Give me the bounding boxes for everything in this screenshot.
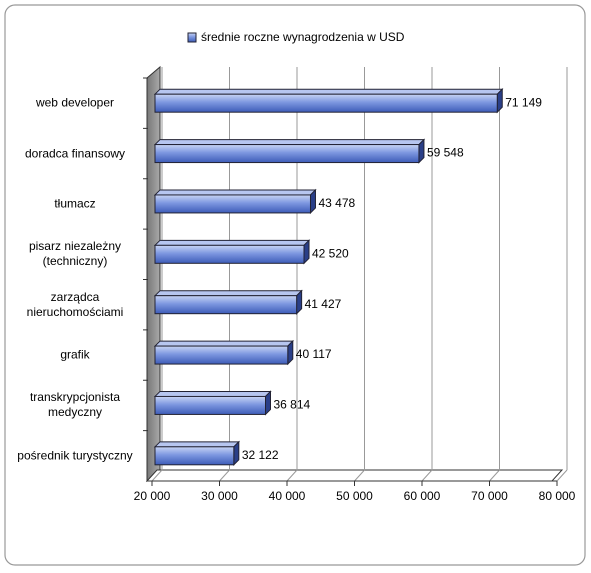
x-tick-label: 80 000: [539, 489, 576, 503]
y-tick-label: doradca finansowy: [24, 146, 126, 161]
value-label: 59 548: [427, 146, 464, 160]
bar-top: [153, 239, 311, 246]
bar: [154, 194, 311, 214]
y-tick-label: tłumacz: [54, 196, 96, 211]
grid-line: [421, 469, 433, 482]
grid-line: [286, 469, 298, 482]
x-tick-label: 40 000: [269, 489, 306, 503]
y-tick-label: transkrypcjonista medyczny: [29, 390, 121, 420]
value-label: 40 117: [296, 347, 332, 361]
x-tick-label: 20 000: [134, 489, 171, 503]
bar: [154, 295, 298, 315]
x-tick-label: 60 000: [404, 489, 441, 503]
value-label: 43 478: [318, 196, 355, 210]
legend-swatch: [187, 32, 197, 43]
bar-top: [153, 390, 272, 397]
y-tick-label: zarządca nieruchomościami: [26, 289, 124, 319]
value-label: 71 149: [505, 95, 542, 109]
y-tick-label: web developer: [35, 95, 115, 110]
y-tick-label: grafik: [60, 347, 90, 362]
grid-line: [489, 469, 500, 482]
bar: [154, 446, 235, 466]
y-tick-label: pośrednik turystyczny: [17, 448, 133, 463]
floor: [145, 469, 564, 482]
grid-line: [556, 469, 568, 482]
bar: [154, 93, 498, 113]
value-label: 36 814: [273, 398, 310, 412]
grid-line: [151, 469, 163, 482]
bar-top: [153, 189, 317, 196]
grid-line: [354, 469, 365, 482]
grid-line: [219, 469, 230, 482]
legend-label: średnie roczne wynagrodzenia w USD: [201, 30, 405, 44]
value-label: 41 427: [305, 297, 342, 311]
bar: [154, 395, 266, 415]
y-tick-label: pisarz niezależny (techniczny): [28, 239, 122, 269]
side-wall: [146, 65, 161, 483]
x-tick-label: 50 000: [336, 489, 373, 503]
bar: [154, 144, 420, 164]
value-label: 42 520: [312, 246, 349, 260]
bar-top: [153, 340, 294, 347]
x-tick-label: 30 000: [201, 489, 238, 503]
bar: [154, 345, 289, 365]
bar-top: [153, 88, 504, 95]
bar: [154, 244, 305, 264]
x-tick-label: 70 000: [471, 489, 508, 503]
bar-top: [153, 139, 426, 146]
value-label: 32 122: [242, 448, 279, 462]
bar-top: [153, 290, 303, 297]
bar-top: [153, 441, 241, 448]
